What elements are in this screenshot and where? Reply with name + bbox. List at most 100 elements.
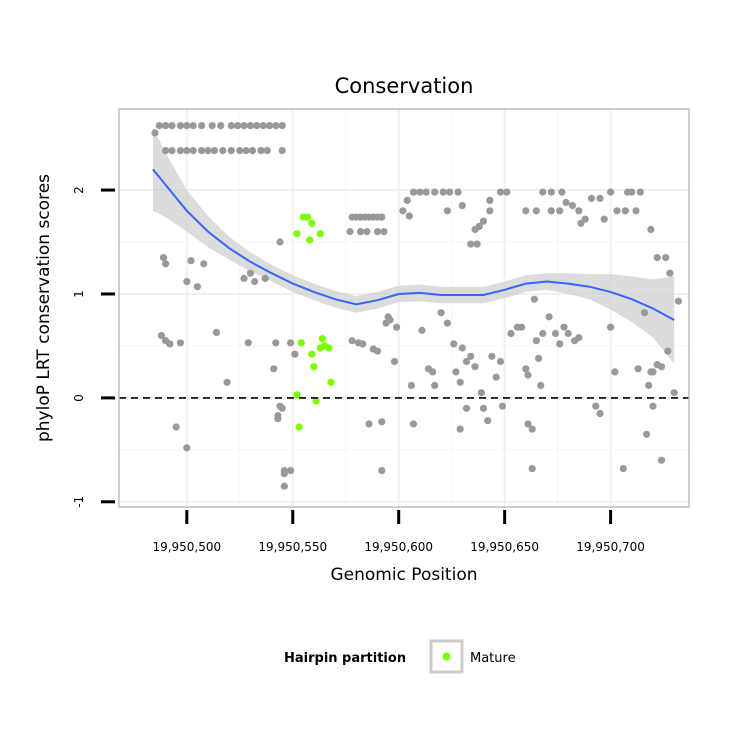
other-point xyxy=(274,415,282,423)
other-point xyxy=(600,215,608,223)
other-point xyxy=(223,378,231,386)
other-point xyxy=(278,147,286,155)
other-point xyxy=(263,147,271,155)
other-point xyxy=(564,329,572,338)
other-point xyxy=(151,129,159,137)
other-point xyxy=(647,225,655,234)
x-tick-label: 19,950,550 xyxy=(258,540,327,554)
other-point xyxy=(183,147,191,155)
y-tick-label: 1 xyxy=(72,290,86,298)
other-point xyxy=(545,313,553,321)
other-point xyxy=(390,357,399,366)
other-point xyxy=(189,122,197,130)
other-point xyxy=(253,122,261,130)
other-point xyxy=(246,122,254,130)
other-point xyxy=(456,378,464,386)
other-point xyxy=(670,389,678,397)
x-tick-label: 19,950,650 xyxy=(470,540,539,554)
other-point xyxy=(373,228,382,236)
other-point xyxy=(636,188,644,196)
other-point xyxy=(159,254,168,262)
other-point xyxy=(227,147,235,155)
other-point xyxy=(443,319,451,327)
other-point xyxy=(454,188,462,196)
other-point xyxy=(204,147,212,155)
other-point xyxy=(208,122,216,130)
other-point xyxy=(287,467,295,475)
other-point xyxy=(522,365,530,373)
other-point xyxy=(666,269,674,277)
other-point xyxy=(359,340,367,348)
other-point xyxy=(522,207,530,215)
mature-point xyxy=(304,213,312,221)
other-point xyxy=(619,465,627,473)
other-point xyxy=(467,240,475,248)
other-point xyxy=(477,389,485,397)
other-point xyxy=(649,402,657,410)
legend-title: Hairpin partition xyxy=(284,651,406,666)
other-point xyxy=(346,228,354,236)
other-point xyxy=(657,456,666,464)
smooth-line xyxy=(152,168,675,321)
other-point xyxy=(558,188,566,196)
legend-label-mature: Mature xyxy=(470,651,516,666)
other-point xyxy=(518,323,526,331)
other-point xyxy=(575,207,583,215)
other-point xyxy=(624,188,632,196)
other-point xyxy=(162,147,170,155)
other-point xyxy=(276,238,284,246)
other-point xyxy=(278,404,286,412)
other-point xyxy=(251,277,259,286)
x-tick-label: 19,950,600 xyxy=(364,540,433,554)
other-point xyxy=(405,212,413,220)
other-point xyxy=(475,222,483,230)
other-point xyxy=(278,122,286,130)
other-point xyxy=(524,420,532,428)
other-point xyxy=(219,147,227,155)
other-point xyxy=(496,357,504,366)
mature-point xyxy=(308,219,316,227)
other-point xyxy=(240,274,248,282)
other-point xyxy=(547,188,555,196)
other-point xyxy=(272,339,280,347)
y-axis: -1 0 1 2 xyxy=(72,186,115,508)
other-point xyxy=(664,347,672,355)
other-point xyxy=(674,297,683,305)
other-point xyxy=(587,194,596,202)
other-point xyxy=(399,207,407,215)
legend: Hairpin partition Mature xyxy=(284,639,516,674)
other-point xyxy=(162,122,170,130)
other-point xyxy=(462,404,471,412)
other-point xyxy=(261,274,269,282)
plot-border xyxy=(118,108,690,508)
other-point xyxy=(176,339,184,347)
other-point xyxy=(403,196,411,204)
other-point xyxy=(259,122,267,130)
other-point xyxy=(503,188,511,196)
other-point xyxy=(524,371,532,379)
x-axis-title: Genomic Position xyxy=(330,565,477,585)
other-point xyxy=(551,329,560,338)
other-point xyxy=(378,213,386,221)
other-point xyxy=(393,323,401,331)
other-point xyxy=(568,202,577,210)
other-point xyxy=(496,188,504,196)
other-point xyxy=(498,402,507,410)
mature-point xyxy=(327,378,335,386)
other-point xyxy=(643,430,651,438)
other-point xyxy=(488,352,496,360)
other-point xyxy=(365,420,373,428)
other-point xyxy=(378,418,386,426)
other-point xyxy=(556,207,564,215)
other-point xyxy=(210,147,218,155)
other-point xyxy=(248,147,257,155)
mature-point xyxy=(325,344,333,352)
other-point xyxy=(183,444,191,452)
other-point xyxy=(176,122,184,130)
other-point xyxy=(166,340,174,348)
other-point xyxy=(443,207,451,215)
other-point xyxy=(662,254,670,262)
other-point xyxy=(357,228,365,236)
other-point xyxy=(409,420,418,428)
